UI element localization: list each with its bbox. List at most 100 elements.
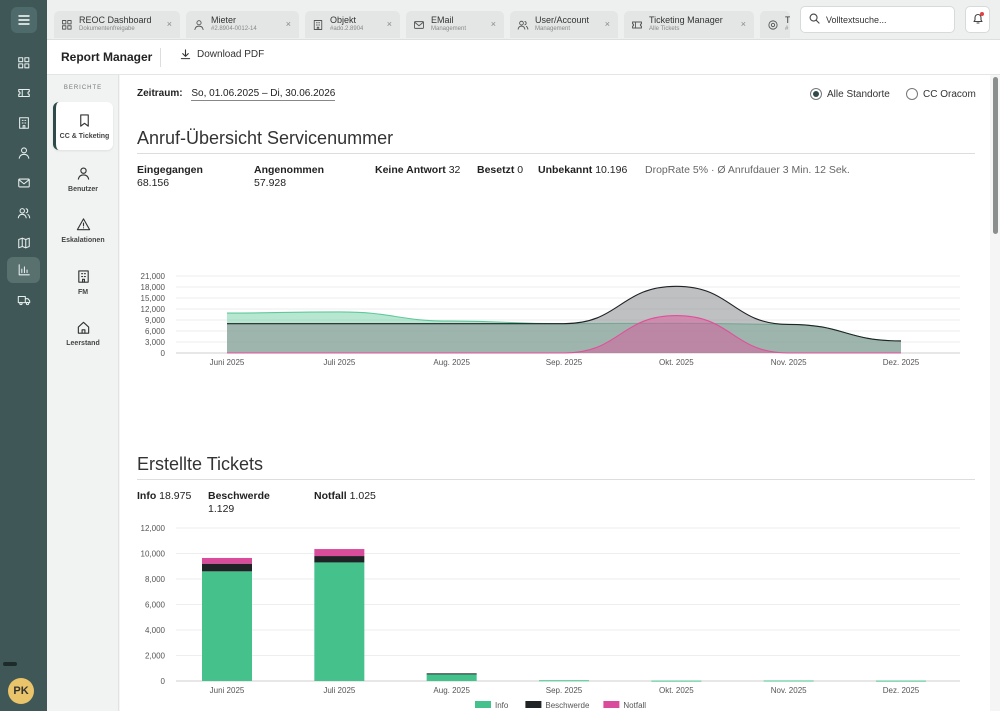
x-tick-label: Sep. 2025 xyxy=(546,686,583,695)
stat-angenommen: Angenommen 57.928 xyxy=(254,164,324,190)
x-tick-label: Juni 2025 xyxy=(210,686,245,695)
stat-label: Angenommen xyxy=(254,164,325,176)
rail-nav-item[interactable] xyxy=(7,170,40,196)
tab-title: User/Account xyxy=(535,15,590,25)
building-icon xyxy=(76,269,91,284)
y-tick-label: 0 xyxy=(161,349,166,358)
bar-notfall xyxy=(202,557,252,564)
ticket-icon xyxy=(17,86,31,100)
tab-subtitle: Management xyxy=(431,25,467,32)
radio-circle[interactable] xyxy=(906,88,918,100)
building-icon xyxy=(17,116,31,130)
stat-value: 1.025 xyxy=(349,490,376,502)
radio-cc-oracom[interactable]: CC Oracom xyxy=(906,88,976,100)
tab-t[interactable]: T # xyxy=(760,11,790,38)
bar-info xyxy=(202,571,252,681)
hamburger-icon[interactable] xyxy=(10,7,37,33)
sidebar-item-benutzer[interactable]: Benutzer xyxy=(53,155,113,203)
notifications-button[interactable] xyxy=(965,6,990,33)
rail-nav-item[interactable] xyxy=(7,110,40,136)
rail-nav-item[interactable] xyxy=(7,200,40,226)
bar-info xyxy=(651,680,702,682)
date-range[interactable]: Zeitraum: So, 01.06.2025 – Di, 30.06.202… xyxy=(137,88,336,101)
stat-value: 32 xyxy=(448,164,461,176)
ticket-icon xyxy=(630,18,644,32)
scrollbar-thumb[interactable] xyxy=(993,77,998,234)
rail-nav-item[interactable] xyxy=(7,50,40,76)
stat-label: Info xyxy=(137,490,157,502)
y-tick-label: 9,000 xyxy=(145,316,166,325)
header-divider xyxy=(160,48,161,67)
bar-beschwerde xyxy=(426,673,477,675)
sidebar-item-leerstand[interactable]: Leerstand xyxy=(53,309,113,357)
close-icon[interactable]: × xyxy=(166,19,172,29)
sidebar-item-label: Eskalationen xyxy=(61,236,105,244)
section-divider xyxy=(137,479,975,480)
close-icon[interactable]: × xyxy=(490,19,496,29)
close-icon[interactable]: × xyxy=(740,19,746,29)
notification-dot xyxy=(980,12,984,16)
tab-reoc-dashboard[interactable]: REOC Dashboard Dokumentenfreigabe × xyxy=(54,11,180,38)
stat-label: Notfall xyxy=(314,490,347,502)
close-icon[interactable]: × xyxy=(386,19,392,29)
tab-subtitle: Dokumentenfreigabe xyxy=(79,25,135,32)
bar-beschwerde xyxy=(202,563,252,572)
sidebar-item-cc-ticketing[interactable]: CC & Ticketing xyxy=(53,102,113,150)
y-tick-label: 3,000 xyxy=(145,338,166,347)
tab-ticketing-manager[interactable]: Ticketing Manager Alle Tickets × xyxy=(624,11,754,38)
y-tick-label: 18,000 xyxy=(141,283,166,292)
stat-summary: DropRate 5% · Ø Anrufdauer 3 Min. 12 Sek… xyxy=(645,164,850,176)
search-box[interactable] xyxy=(800,6,955,33)
users-icon xyxy=(516,18,530,32)
calls-area-chart: 0 3,000 6,000 9,000 12,000 15,000 18,000 21,000… xyxy=(141,272,960,367)
avatar[interactable]: PK xyxy=(8,678,34,704)
bell-icon xyxy=(972,12,984,28)
tab-email[interactable]: EMail Management × xyxy=(406,11,504,38)
rail-nav-item[interactable] xyxy=(7,140,40,166)
tab-title: Ticketing Manager xyxy=(649,15,723,25)
tab-user-account[interactable]: User/Account Management × xyxy=(510,11,618,38)
rail-nav-item[interactable] xyxy=(7,80,40,106)
tickets-section-title: Erstellte Tickets xyxy=(137,454,264,474)
tab-text: Mieter #2.8904-0012-14 xyxy=(211,16,257,34)
rail-nav-item[interactable] xyxy=(7,257,40,283)
page-header: Report Manager Download PDF xyxy=(47,40,1000,75)
rail-nav-item[interactable] xyxy=(7,230,40,256)
stat-value: 1.129 xyxy=(208,503,235,515)
tab-title: REOC Dashboard xyxy=(79,15,152,25)
bar-info xyxy=(539,680,589,682)
close-icon[interactable]: × xyxy=(285,19,291,29)
tab-objekt[interactable]: Objekt #ado.2.8904 × xyxy=(305,11,400,38)
report-content: Zeitraum: So, 01.06.2025 – Di, 30.06.202… xyxy=(120,75,990,711)
x-tick-label: Aug. 2025 xyxy=(433,686,470,695)
rail-nav-item[interactable] xyxy=(7,287,40,313)
dashboard-icon xyxy=(17,56,31,70)
stat-value: 18.975 xyxy=(159,490,192,502)
sidebar-item-label: FM xyxy=(77,288,89,296)
radio-alle-standorte[interactable]: Alle Standorte xyxy=(810,88,890,100)
close-icon[interactable]: × xyxy=(604,19,610,29)
stat-info: Info 18.975 xyxy=(137,490,191,503)
stat-label: Keine Antwort xyxy=(375,164,446,176)
user-icon xyxy=(17,146,31,160)
home-icon xyxy=(76,320,91,335)
stat-beschwerde: Beschwerde 1.129 xyxy=(208,490,270,516)
search-input[interactable] xyxy=(826,14,946,25)
bar-beschwerde xyxy=(314,556,365,563)
stat-value: 0 xyxy=(517,164,524,176)
date-range-label: Zeitraum: xyxy=(137,88,183,99)
scrollbar[interactable] xyxy=(990,75,1000,711)
date-range-value[interactable]: So, 01.06.2025 – Di, 30.06.2026 xyxy=(191,88,336,101)
download-pdf-button[interactable]: Download PDF xyxy=(180,49,264,60)
sidebar-item-fm[interactable]: FM xyxy=(53,258,113,306)
radio-circle-selected[interactable] xyxy=(810,88,822,100)
y-tick-label: 8,000 xyxy=(145,575,166,584)
y-tick-label: 2,000 xyxy=(145,652,166,661)
sidebar-item-eskalationen[interactable]: Eskalationen xyxy=(53,206,113,254)
radio-label: CC Oracom xyxy=(923,88,976,100)
tab-mieter[interactable]: Mieter #2.8904-0012-14 × xyxy=(186,11,299,38)
stat-notfall: Notfall 1.025 xyxy=(314,490,376,503)
series-line-unbekannt xyxy=(226,315,901,354)
y-tick-label: 10,000 xyxy=(141,550,166,559)
series-area-unbekannt xyxy=(227,315,901,353)
